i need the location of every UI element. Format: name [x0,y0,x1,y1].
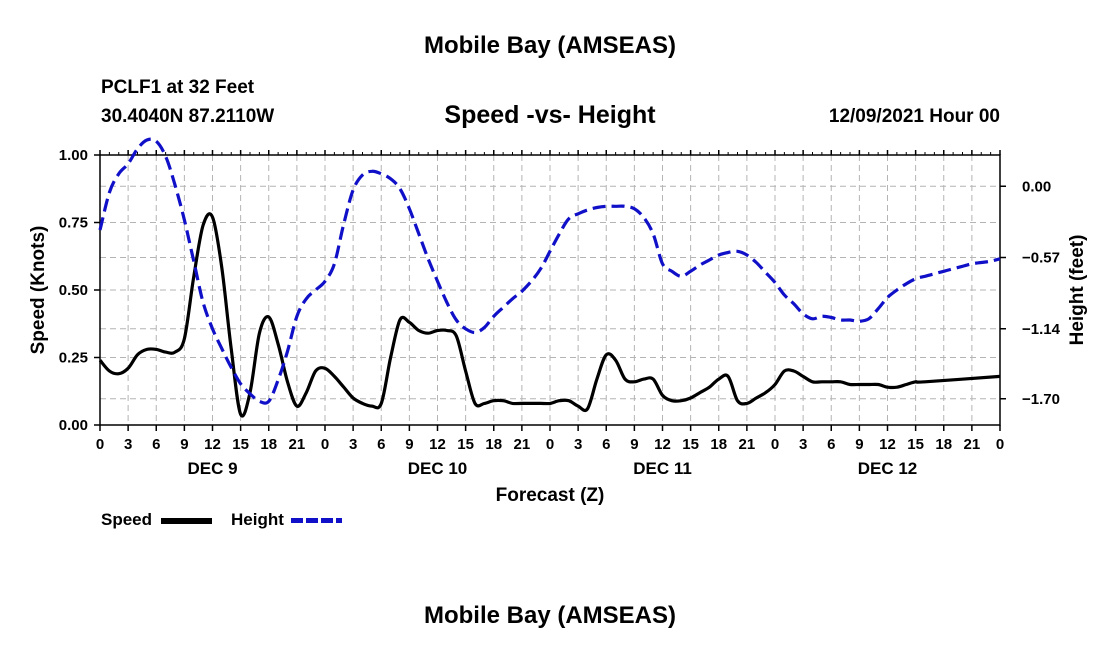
station-label: PCLF1 at 32 Feet [101,77,255,98]
x-tick-label: 6 [377,436,385,453]
x-tick-label: 3 [124,436,132,453]
y-tick-label: 0.75 [59,215,88,232]
x-tick-label: 21 [739,436,756,453]
x-tick-label: 3 [799,436,807,453]
x-tick-label: 18 [485,436,502,453]
y-tick-label: 0.25 [59,350,88,367]
x-axis-label: Forecast (Z) [496,485,605,506]
x-tick-label: 0 [771,436,779,453]
x-tick-label: 9 [180,436,188,453]
x-tick-label: 12 [654,436,671,453]
day-label: DEC 9 [187,459,237,478]
x-tick-label: 12 [204,436,221,453]
x-tick-label: 9 [630,436,638,453]
x-tick-label: 3 [349,436,357,453]
x-tick-label: 0 [321,436,329,453]
y2-tick-label: −1.14 [1022,321,1061,338]
page-title-repeat: Mobile Bay (AMSEAS) [423,602,677,629]
x-tick-label: 12 [429,436,446,453]
speed-series-line [98,212,1001,418]
chart-subtitle: Speed -vs- Height [444,101,656,129]
day-label: DEC 12 [858,459,918,478]
x-tick-label: 0 [996,436,1004,453]
legend-speed-label: Speed [101,510,153,529]
x-tick-label: 15 [682,436,699,453]
x-tick-label: 6 [152,436,160,453]
x-tick-label: 9 [405,436,413,453]
legend-height-swatch [291,518,342,523]
x-tick-label: 6 [602,436,610,453]
x-tick-label: 9 [855,436,863,453]
legend-height-label: Height [231,510,284,529]
y-axis-label: Speed (Knots) [28,226,49,355]
x-tick-label: 3 [574,436,582,453]
page-title: Mobile Bay (AMSEAS) [423,32,677,59]
x-tick-label: 21 [514,436,531,453]
y2-axis-label: Height (feet) [1067,235,1088,346]
y2-tick-label: −1.70 [1022,391,1060,408]
x-tick-label: 18 [260,436,277,453]
y-tick-label: 0.50 [59,282,88,299]
y-tick-label: 0.00 [59,417,88,434]
x-tick-label: 21 [964,436,981,453]
x-tick-label: 15 [907,436,924,453]
x-tick-label: 21 [289,436,306,453]
y2-tick-label: 0.00 [1022,178,1051,195]
forecast-datetime: 12/09/2021 Hour 00 [828,106,1000,127]
height-series-line [98,137,1001,405]
day-label: DEC 10 [408,459,468,478]
x-tick-label: 0 [546,436,554,453]
x-tick-label: 18 [935,436,952,453]
x-tick-label: 15 [232,436,249,453]
location-label: 30.4040N 87.2110W [101,106,275,127]
x-tick-label: 12 [879,436,896,453]
day-label: DEC 11 [633,459,692,478]
y2-tick-label: −0.57 [1022,250,1060,267]
x-tick-label: 15 [457,436,474,453]
x-tick-label: 18 [710,436,727,453]
legend-speed-swatch [161,518,212,524]
x-tick-label: 6 [827,436,835,453]
y-tick-label: 1.00 [59,147,88,164]
x-tick-label: 0 [96,436,104,453]
